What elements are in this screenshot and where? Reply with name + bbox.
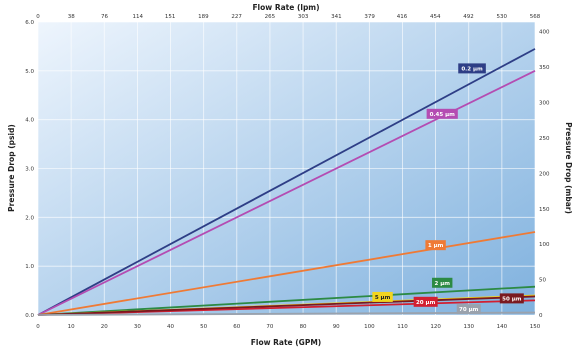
series-label: 70 µm [456,304,481,315]
x-tick-label: 90 [333,324,340,330]
right-y-tick-label: 250 [539,136,550,142]
right-y-tick-label: 350 [539,65,550,71]
top-x-axis-ticks: 0 38 76 114 151 189 227 265 303 341 379 416 454 492 53… [36,14,540,20]
x-tick-label: 30 [134,324,141,330]
series-line [37,295,536,316]
right-y-tick-label: 400 [539,30,550,36]
right-y-tick-label: 150 [539,207,550,213]
top-x-tick-label: 0 [36,14,40,20]
right-y-tick-label: 300 [539,101,550,107]
x-tick-label: 80 [300,324,307,330]
right-y-tick-label: 0 [539,313,543,319]
y-tick-label: 3.0 [25,167,34,173]
top-x-tick-label: 38 [68,14,75,20]
top-x-tick-label: 265 [265,14,276,20]
y-tick-label: 1.0 [25,264,34,270]
top-x-tick-label: 416 [397,14,408,20]
x-tick-label: 60 [233,324,240,330]
x-axis-title: Flow Rate (GPM) [251,338,321,347]
top-x-tick-label: 568 [530,14,541,20]
right-y-axis-ticks: 0 50 100 150 200 250 300 350 400 [539,30,550,319]
top-x-tick-label: 151 [165,14,176,20]
x-tick-label: 0 [36,324,40,330]
right-y-tick-label: 200 [539,171,550,177]
x-tick-label: 10 [68,324,75,330]
series-lines [37,48,536,316]
top-x-tick-label: 492 [463,14,474,20]
y-tick-label: 0.0 [25,313,34,319]
series-label-box [425,240,446,251]
series-label-text: 50 µm [502,296,522,302]
y-tick-label: 6.0 [25,20,34,26]
top-x-tick-label: 114 [133,14,144,20]
series-label-box [432,277,453,288]
top-x-tick-label: 76 [101,14,108,20]
x-tick-label: 50 [200,324,207,330]
series-label-box [458,63,486,74]
y-axis-title: Pressure Drop (psid) [7,124,16,212]
top-x-axis-title: Flow Rate (lpm) [252,3,319,12]
series-line [37,285,536,316]
series-label-box [456,304,481,315]
top-x-tick-label: 189 [198,14,209,20]
series-label: 1 µm [425,240,446,251]
series-label-box [426,108,458,119]
series-label: 5 µm [372,291,393,302]
series-label-text: 70 µm [459,307,479,313]
top-x-tick-label: 530 [497,14,508,20]
series-label: 50 µm [499,293,524,304]
x-tick-label: 150 [530,324,541,330]
x-axis-ticks: 0 10 20 30 40 50 60 70 80 90 100 110 120 130 140 150 [36,324,540,330]
series-label-text: 0.2 µm [461,66,483,72]
right-y-axis-title: Pressure Drop (mbar) [564,122,573,214]
series-label-box [372,291,393,302]
series-label-box [499,293,524,304]
series-line [37,231,536,316]
series-label-text: 0.45 µm [430,112,456,118]
series-label: 0.45 µm [426,108,458,119]
series-label-text: 2 µm [434,281,450,287]
series-label-box [413,296,438,307]
y-tick-label: 2.0 [25,215,34,221]
right-y-tick-label: 50 [539,278,546,284]
series-label-text: 1 µm [428,243,444,249]
series-line [37,48,536,316]
series-labels: 0.2 µm 0.45 µm 1 µm 2 µm 5 µm 20 µm 50 µm 70 µm [372,63,524,315]
x-tick-label: 110 [397,324,408,330]
x-tick-label: 120 [430,324,441,330]
top-x-tick-label: 303 [298,14,309,20]
top-x-tick-label: 379 [364,14,375,20]
x-tick-label: 130 [463,324,474,330]
x-tick-label: 70 [266,324,273,330]
y-tick-label: 4.0 [25,118,34,124]
y-tick-label: 5.0 [25,69,34,75]
series-label: 2 µm [432,277,453,288]
series-label-text: 5 µm [375,295,391,301]
x-tick-label: 20 [101,324,108,330]
series-label-text: 20 µm [416,300,436,306]
x-tick-label: 140 [497,324,508,330]
top-x-tick-label: 341 [331,14,342,20]
series-label: 0.2 µm [458,63,486,74]
series-label: 20 µm [413,296,438,307]
series-line [37,311,536,316]
top-x-tick-label: 227 [231,14,242,20]
y-axis-ticks: 0.0 1.0 2.0 3.0 4.0 5.0 6.0 [25,20,34,319]
x-tick-label: 100 [364,324,375,330]
right-y-tick-label: 100 [539,242,550,248]
top-x-tick-label: 454 [430,14,441,20]
x-tick-label: 40 [167,324,174,330]
